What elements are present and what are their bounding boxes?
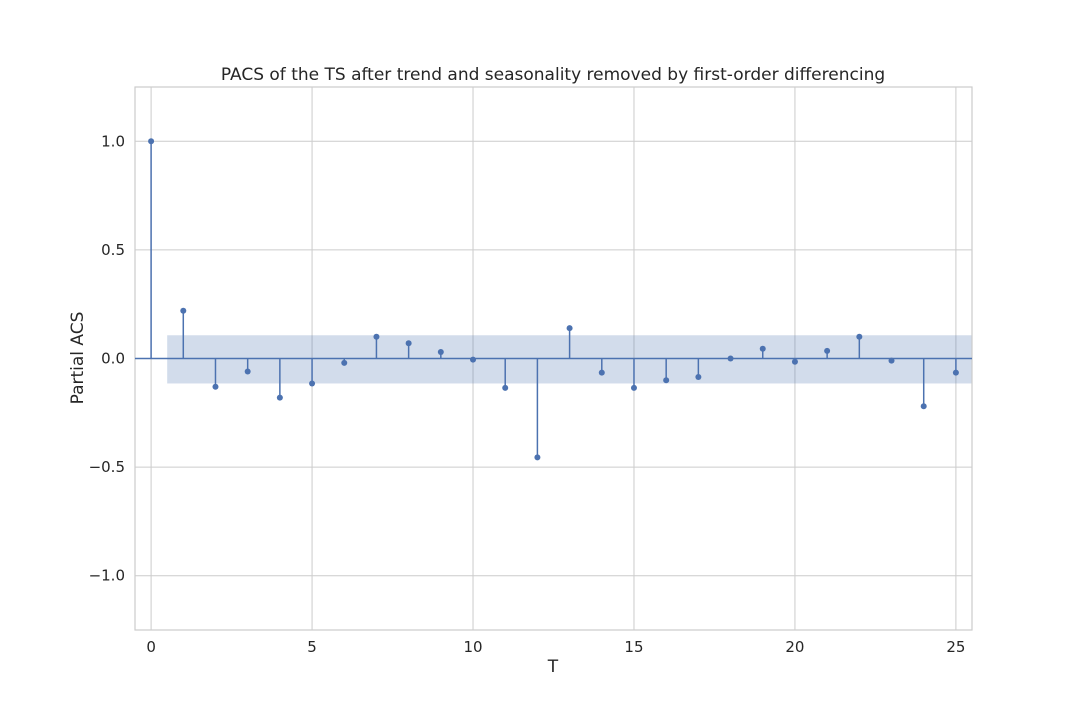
stem-layer (148, 138, 959, 461)
stem-marker (276, 394, 283, 401)
stem-marker (148, 138, 155, 145)
x-tick-label: 20 (785, 638, 804, 656)
stem-marker (759, 345, 766, 352)
stem-marker (952, 369, 959, 376)
stem-marker (373, 333, 380, 340)
stem-marker (824, 347, 831, 354)
chart-title: PACS of the TS after trend and seasonali… (221, 65, 885, 85)
axis-layer (134, 86, 973, 631)
y-tick-label: −1.0 (89, 567, 125, 585)
stem-marker (856, 333, 863, 340)
y-tick-label: −0.5 (89, 458, 125, 476)
stem-marker (598, 369, 605, 376)
y-tick-label: 0.0 (101, 350, 125, 368)
x-tick-label: 10 (463, 638, 482, 656)
stem-marker (630, 384, 637, 391)
stem-marker (695, 373, 702, 380)
x-axis-title: T (547, 657, 559, 677)
y-axis-title: Partial ACS (68, 312, 88, 405)
stem-marker (888, 357, 895, 364)
x-tick-label: 15 (624, 638, 643, 656)
stem-marker (309, 380, 316, 387)
stem-marker (791, 358, 798, 365)
label-layer: 0 5 10 15 20 25 1.0 0.5 0.0 −0.5 −1.0 (89, 132, 966, 656)
stem-marker (244, 368, 251, 375)
stem-marker (405, 340, 412, 347)
x-tick-label: 25 (946, 638, 965, 656)
stem-marker (920, 403, 927, 410)
y-tick-label: 1.0 (101, 132, 125, 150)
stem-marker (341, 359, 348, 366)
stem-marker (437, 348, 444, 355)
x-tick-label: 5 (307, 638, 317, 656)
stem-marker (727, 355, 734, 362)
stem-marker (470, 356, 477, 363)
stem-marker (502, 384, 509, 391)
stem-marker (180, 307, 187, 314)
stem-marker (212, 383, 219, 390)
stem-marker (566, 325, 573, 332)
stem-marker (663, 377, 670, 384)
stem-marker (534, 454, 541, 461)
x-tick-label: 0 (146, 638, 156, 656)
y-tick-label: 0.5 (101, 241, 125, 259)
